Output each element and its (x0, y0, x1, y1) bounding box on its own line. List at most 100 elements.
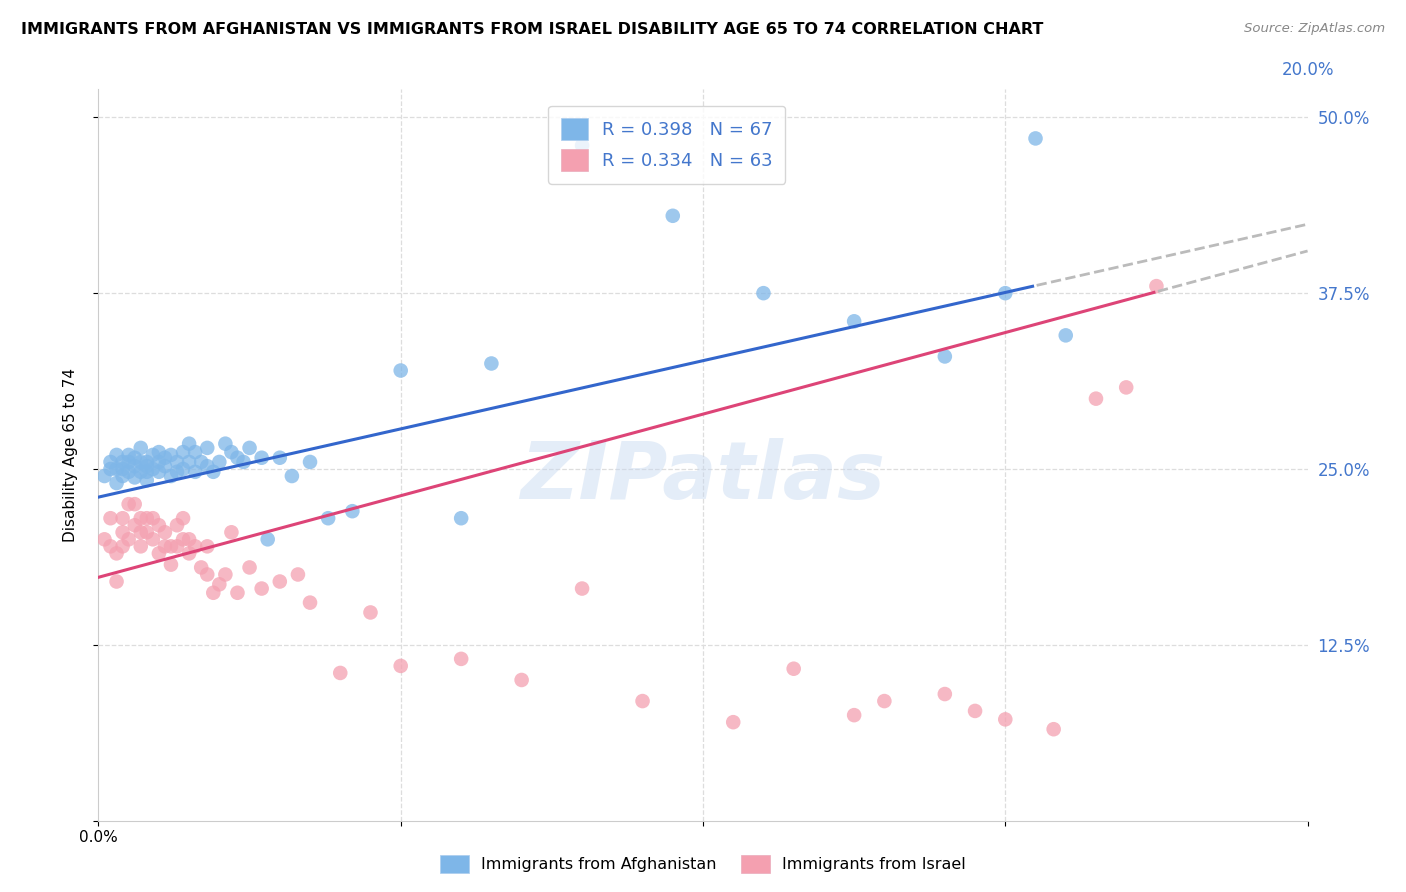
Point (100, 511, 122, 525)
Point (111, 455, 134, 469)
Point (111, 511, 134, 525)
Point (571, 138, 593, 153)
Point (481, 356, 503, 371)
Point (221, 525, 243, 540)
Point (129, 525, 152, 540)
Point (179, 436, 201, 450)
Point (172, 511, 194, 525)
Point (129, 511, 152, 525)
Point (160, 558, 183, 572)
Point (93, 533, 115, 547)
Point (934, 687, 956, 701)
Point (166, 455, 188, 469)
Point (184, 465, 207, 479)
Point (172, 533, 194, 547)
Point (124, 459, 146, 474)
Point (160, 448, 183, 462)
Point (166, 518, 188, 533)
Point (142, 533, 165, 547)
Point (269, 574, 291, 589)
Point (153, 525, 176, 540)
Point (269, 450, 291, 465)
Point (166, 539, 188, 553)
Point (208, 455, 231, 469)
Point (510, 673, 533, 687)
Point (160, 539, 183, 553)
Point (184, 445, 207, 459)
Point (1144, 279, 1167, 293)
Point (287, 567, 309, 582)
Point (118, 455, 141, 469)
Point (105, 546, 128, 560)
Point (160, 469, 183, 483)
Point (226, 450, 249, 465)
Legend: Immigrants from Afghanistan, Immigrants from Israel: Immigrants from Afghanistan, Immigrants … (433, 848, 973, 880)
Point (124, 450, 146, 465)
Point (111, 525, 134, 540)
Point (316, 511, 339, 525)
Point (389, 659, 412, 673)
Point (142, 462, 165, 476)
Point (179, 546, 201, 560)
Point (148, 465, 170, 479)
Point (195, 441, 218, 455)
Point (111, 462, 134, 476)
Point (111, 469, 134, 483)
Point (631, 694, 654, 708)
Point (661, 209, 683, 223)
Point (1085, 392, 1108, 406)
Point (124, 470, 146, 484)
Point (118, 448, 141, 462)
Point (389, 363, 412, 377)
Point (135, 511, 157, 525)
Point (994, 286, 1017, 301)
Text: Source: ZipAtlas.com: Source: ZipAtlas.com (1244, 22, 1385, 36)
Point (135, 473, 157, 487)
Point (450, 652, 472, 666)
Point (100, 462, 122, 476)
Point (994, 712, 1017, 726)
Point (965, 704, 987, 718)
Point (232, 455, 254, 469)
Point (752, 286, 775, 301)
Point (1054, 328, 1077, 343)
Point (783, 662, 806, 676)
Text: IMMIGRANTS FROM AFGHANISTAN VS IMMIGRANTS FROM ISRAEL DISABILITY AGE 65 TO 74 CO: IMMIGRANTS FROM AFGHANISTAN VS IMMIGRANT… (21, 22, 1043, 37)
Point (934, 350, 956, 364)
Point (129, 465, 152, 479)
Legend: R = 0.398   N = 67, R = 0.334   N = 63: R = 0.398 N = 67, R = 0.334 N = 63 (548, 105, 786, 184)
Point (93, 469, 115, 483)
Point (450, 511, 472, 525)
Point (153, 450, 176, 465)
Point (202, 465, 225, 479)
Point (105, 574, 128, 589)
Point (100, 455, 122, 469)
Point (111, 539, 134, 553)
Point (124, 518, 146, 533)
Point (172, 462, 194, 476)
Point (195, 567, 218, 582)
Point (153, 459, 176, 474)
Point (250, 450, 273, 465)
Point (148, 455, 170, 469)
Point (135, 525, 157, 540)
Point (329, 665, 352, 680)
Point (148, 518, 170, 533)
Point (118, 497, 141, 511)
Point (239, 560, 262, 574)
Point (153, 539, 176, 553)
Point (299, 455, 322, 469)
Point (256, 533, 278, 547)
Point (571, 582, 593, 596)
Point (135, 465, 157, 479)
Point (281, 469, 304, 483)
Point (105, 448, 128, 462)
Point (148, 546, 170, 560)
Point (190, 560, 212, 574)
Point (118, 465, 141, 479)
Point (129, 539, 152, 553)
Point (360, 606, 382, 620)
Point (1024, 131, 1046, 145)
Point (135, 455, 157, 469)
Point (195, 459, 218, 474)
